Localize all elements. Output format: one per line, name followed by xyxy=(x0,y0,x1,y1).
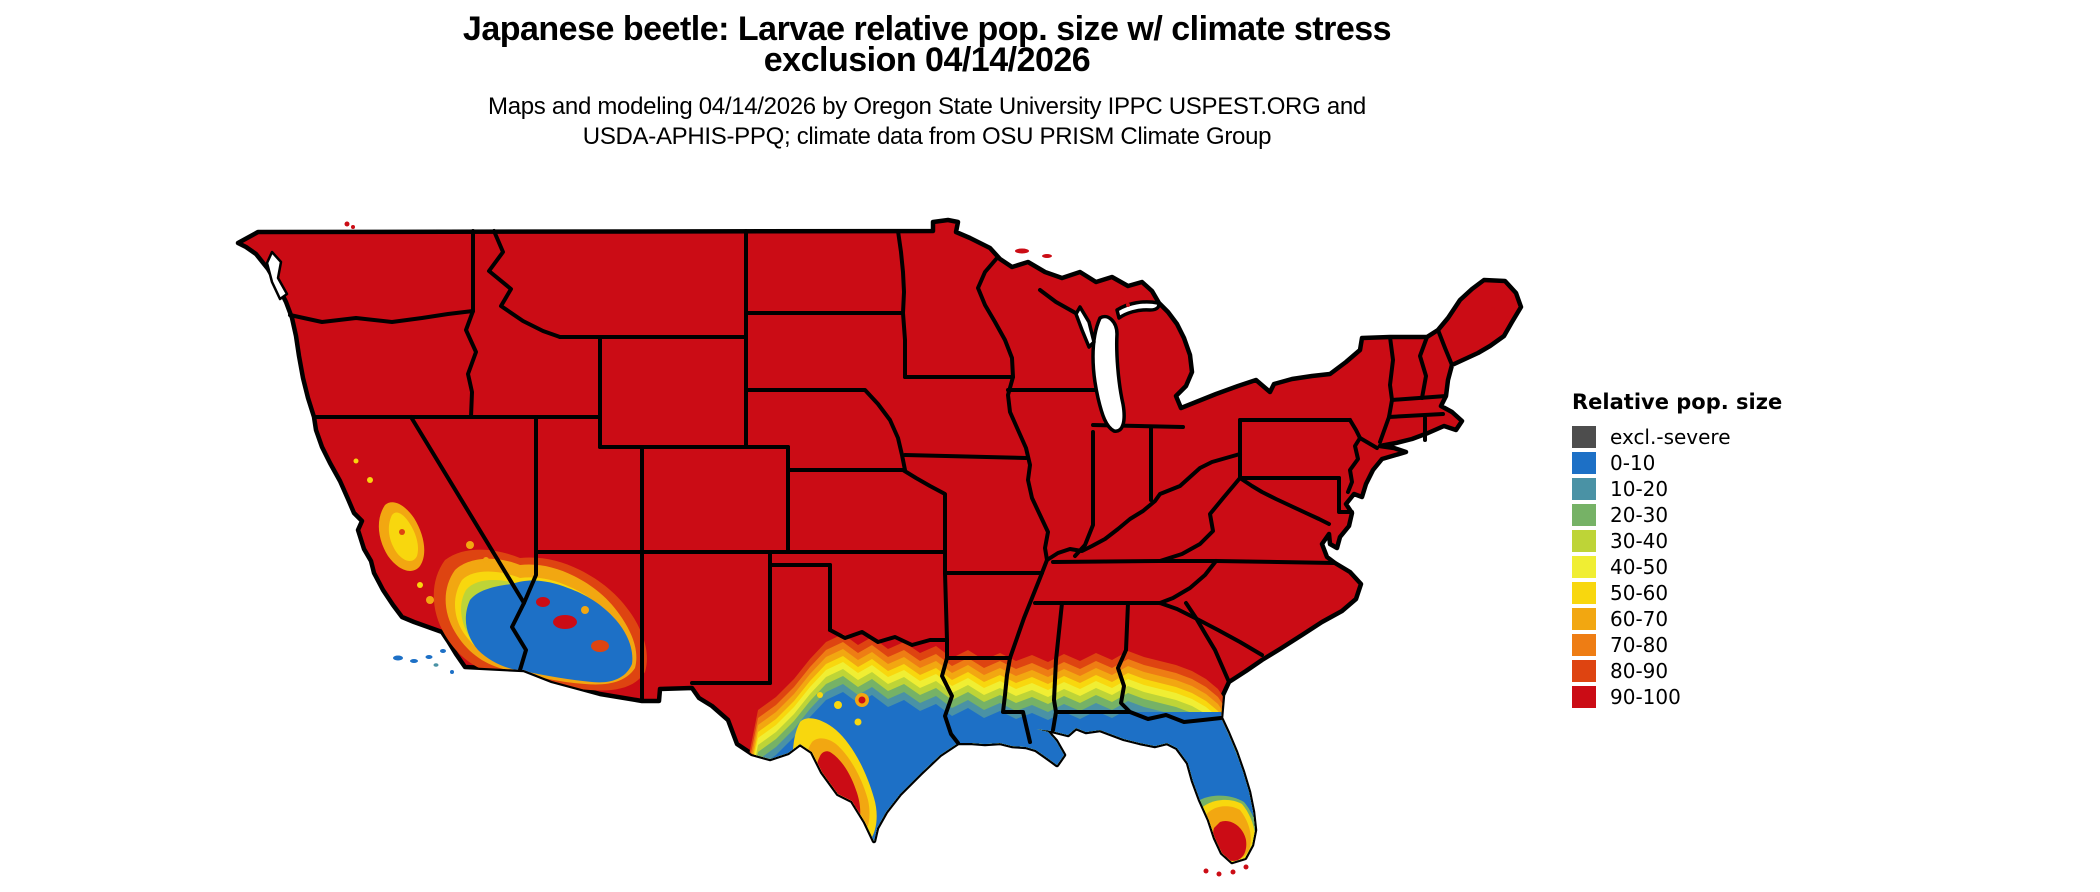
legend-swatch-icon xyxy=(1572,582,1596,604)
legend-item-70-80: 70-80 xyxy=(1572,632,1872,658)
legend-item-label: 0-10 xyxy=(1610,451,1656,475)
legend-swatch-icon xyxy=(1572,634,1596,656)
legend-item-20-30: 20-30 xyxy=(1572,502,1872,528)
map-title-line1: Japanese beetle: Larvae relative pop. si… xyxy=(462,10,1392,48)
legend-item-label: 30-40 xyxy=(1610,529,1669,553)
legend-item-30-40: 30-40 xyxy=(1572,528,1872,554)
legend-swatch-icon xyxy=(1572,452,1596,474)
legend-item-50-60: 50-60 xyxy=(1572,580,1872,606)
legend-swatch-icon xyxy=(1572,660,1596,682)
legend-item-label: 40-50 xyxy=(1610,555,1669,579)
legend-swatch-icon xyxy=(1572,608,1596,630)
legend-item-label: 20-30 xyxy=(1610,503,1669,527)
header: Japanese beetle: Larvae relative pop. si… xyxy=(232,10,1622,152)
legend-item-60-70: 60-70 xyxy=(1572,606,1872,632)
legend-item-label: 60-70 xyxy=(1610,607,1669,631)
legend: Relative pop. size excl.-severe 0-10 10-20… xyxy=(1572,390,1872,710)
legend-item-40-50: 40-50 xyxy=(1572,554,1872,580)
legend-title: Relative pop. size xyxy=(1572,390,1783,414)
map-subtitle: Maps and modeling 04/14/2026 by Oregon S… xyxy=(232,92,1622,152)
map-subtitle-line2: USDA-APHIS-PPQ; climate data from OSU PR… xyxy=(582,123,1272,150)
legend-item-label: 90-100 xyxy=(1610,685,1681,709)
legend-item-label: 10-20 xyxy=(1610,477,1669,501)
legend-item-excl.-severe: excl.-severe xyxy=(1572,424,1872,450)
puget-sound xyxy=(265,250,289,301)
legend-swatch-icon xyxy=(1572,504,1596,526)
legend-item-label: 80-90 xyxy=(1610,659,1669,683)
legend-swatch-icon xyxy=(1572,426,1596,448)
legend-item-10-20: 10-20 xyxy=(1572,476,1872,502)
islands xyxy=(344,221,1509,877)
legend-item-label: 50-60 xyxy=(1610,581,1669,605)
legend-rows: excl.-severe 0-10 10-20 20-30 30-40 40-50 50-6… xyxy=(1572,424,1872,710)
great-lakes xyxy=(265,250,1161,433)
legend-item-0-10: 0-10 xyxy=(1572,450,1872,476)
legend-item-label: 70-80 xyxy=(1610,633,1669,657)
legend-swatch-icon xyxy=(1572,556,1596,578)
legend-swatch-icon xyxy=(1572,686,1596,708)
map-title-line2: exclusion 04/14/2026 xyxy=(763,41,1091,79)
legend-swatch-icon xyxy=(1572,478,1596,500)
legend-item-label: excl.-severe xyxy=(1610,425,1731,449)
legend-item-80-90: 80-90 xyxy=(1572,658,1872,684)
state-borders xyxy=(288,229,1454,745)
legend-item-90-100: 90-100 xyxy=(1572,684,1872,710)
map-subtitle-line1: Maps and modeling 04/14/2026 by Oregon S… xyxy=(488,93,1366,120)
legend-swatch-icon xyxy=(1572,530,1596,552)
